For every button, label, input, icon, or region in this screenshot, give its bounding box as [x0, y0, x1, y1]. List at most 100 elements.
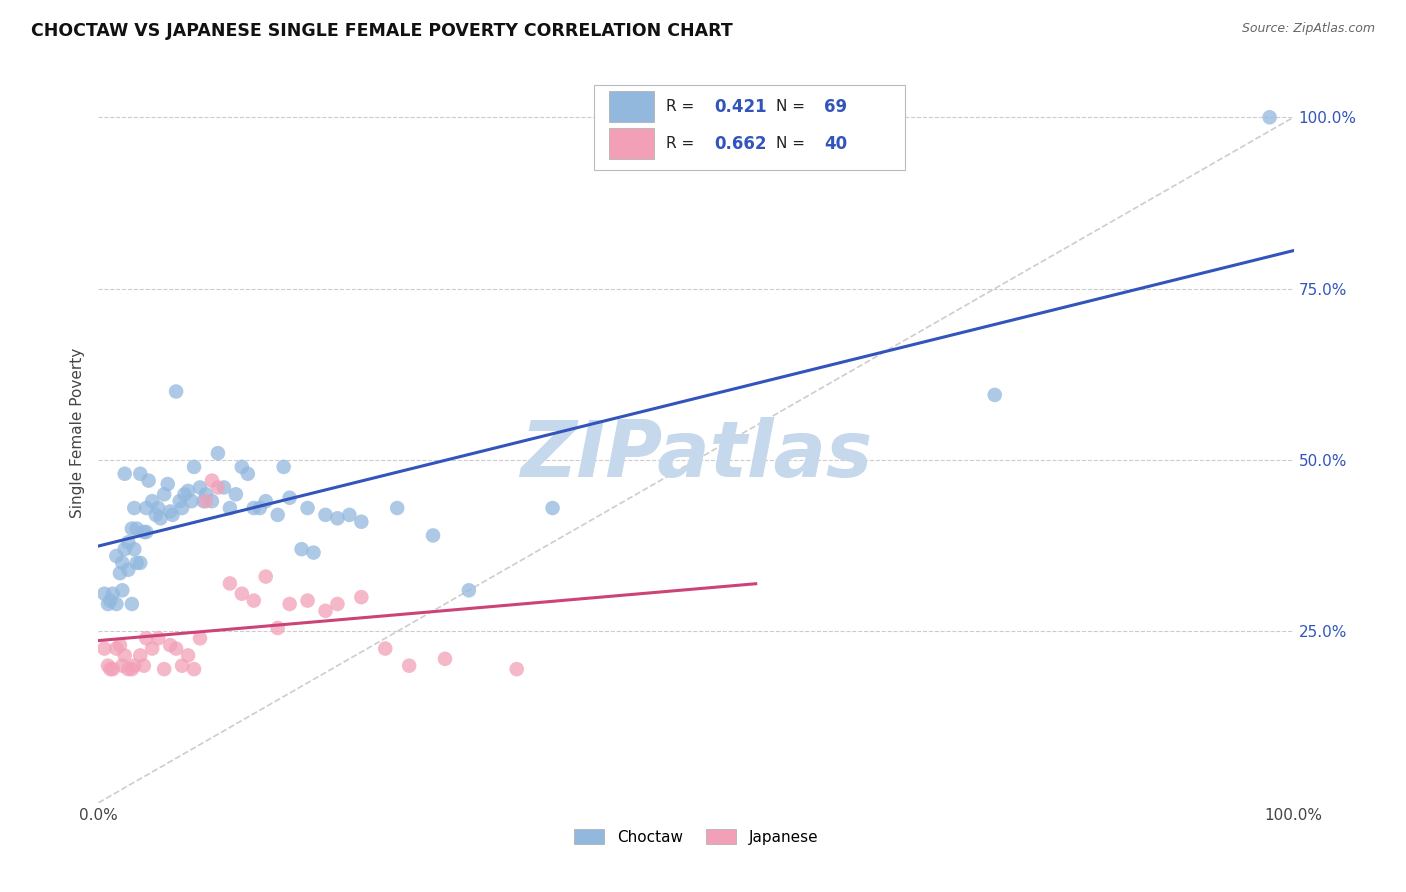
Point — [148, 501, 170, 516]
Y-axis label: Single Female Poverty: Single Female Poverty — [69, 348, 84, 517]
Text: N =: N = — [776, 99, 806, 114]
Point — [506, 662, 529, 676]
Point — [1258, 110, 1281, 124]
Point — [350, 590, 373, 604]
Point — [153, 662, 176, 676]
Point — [273, 459, 295, 474]
Point — [249, 501, 271, 516]
Point — [434, 652, 457, 666]
Point — [385, 501, 409, 516]
Point — [105, 641, 128, 656]
Point — [121, 662, 143, 676]
Text: 0.662: 0.662 — [714, 135, 766, 153]
Point — [231, 587, 253, 601]
Text: 69: 69 — [824, 98, 846, 116]
Point — [172, 658, 194, 673]
Point — [132, 524, 155, 539]
Point — [180, 494, 202, 508]
Text: R =: R = — [666, 136, 695, 152]
Bar — [609, 91, 654, 122]
Point — [159, 638, 181, 652]
Point — [141, 494, 163, 508]
Point — [243, 501, 266, 516]
Point — [326, 597, 349, 611]
Point — [129, 556, 152, 570]
Point — [219, 576, 242, 591]
Point — [121, 522, 143, 536]
Point — [145, 508, 167, 522]
Point — [267, 508, 290, 522]
Point — [278, 491, 301, 505]
Point — [183, 662, 205, 676]
Point — [195, 487, 218, 501]
Point — [219, 501, 242, 516]
Text: 0.421: 0.421 — [714, 98, 766, 116]
Point — [93, 641, 115, 656]
Point — [129, 467, 152, 481]
Point — [173, 487, 195, 501]
Legend: Choctaw, Japanese: Choctaw, Japanese — [568, 822, 824, 851]
Point — [212, 480, 235, 494]
Point — [132, 658, 155, 673]
Point — [135, 501, 157, 516]
Point — [297, 593, 319, 607]
Point — [153, 487, 176, 501]
Point — [254, 569, 277, 583]
FancyBboxPatch shape — [595, 85, 905, 169]
Point — [177, 483, 200, 498]
Point — [98, 662, 122, 676]
Point — [188, 632, 211, 646]
Text: R =: R = — [666, 99, 695, 114]
Point — [141, 641, 163, 656]
Point — [326, 511, 349, 525]
Point — [207, 446, 229, 460]
Point — [101, 662, 124, 676]
Point — [108, 638, 131, 652]
Point — [111, 556, 134, 570]
Point — [97, 658, 120, 673]
Text: 40: 40 — [824, 135, 846, 153]
Point — [422, 528, 444, 542]
Point — [121, 597, 143, 611]
Point — [225, 487, 247, 501]
Point — [339, 508, 361, 522]
Point — [114, 542, 136, 557]
Point — [117, 535, 139, 549]
Point — [159, 504, 181, 518]
Bar — [609, 128, 654, 160]
Point — [138, 474, 160, 488]
Text: CHOCTAW VS JAPANESE SINGLE FEMALE POVERTY CORRELATION CHART: CHOCTAW VS JAPANESE SINGLE FEMALE POVERT… — [31, 22, 733, 40]
Point — [124, 658, 146, 673]
Point — [201, 494, 224, 508]
Point — [108, 566, 131, 581]
Point — [111, 658, 134, 673]
Point — [315, 508, 337, 522]
Point — [193, 494, 215, 508]
Point — [201, 474, 224, 488]
Point — [278, 597, 301, 611]
Point — [135, 524, 157, 539]
Text: N =: N = — [776, 136, 806, 152]
Point — [156, 477, 179, 491]
Point — [114, 467, 136, 481]
Point — [165, 384, 187, 399]
Point — [111, 583, 134, 598]
Point — [315, 604, 337, 618]
Point — [236, 467, 259, 481]
Point — [93, 587, 115, 601]
Point — [149, 511, 172, 525]
Point — [125, 522, 148, 536]
Point — [183, 459, 205, 474]
Point — [984, 388, 1007, 402]
Point — [243, 593, 266, 607]
Point — [398, 658, 420, 673]
Point — [117, 563, 139, 577]
Point — [169, 494, 191, 508]
Point — [162, 508, 184, 522]
Point — [267, 621, 290, 635]
Point — [97, 597, 120, 611]
Point — [231, 459, 253, 474]
Point — [124, 501, 146, 516]
Point — [302, 545, 325, 559]
Point — [297, 501, 319, 516]
